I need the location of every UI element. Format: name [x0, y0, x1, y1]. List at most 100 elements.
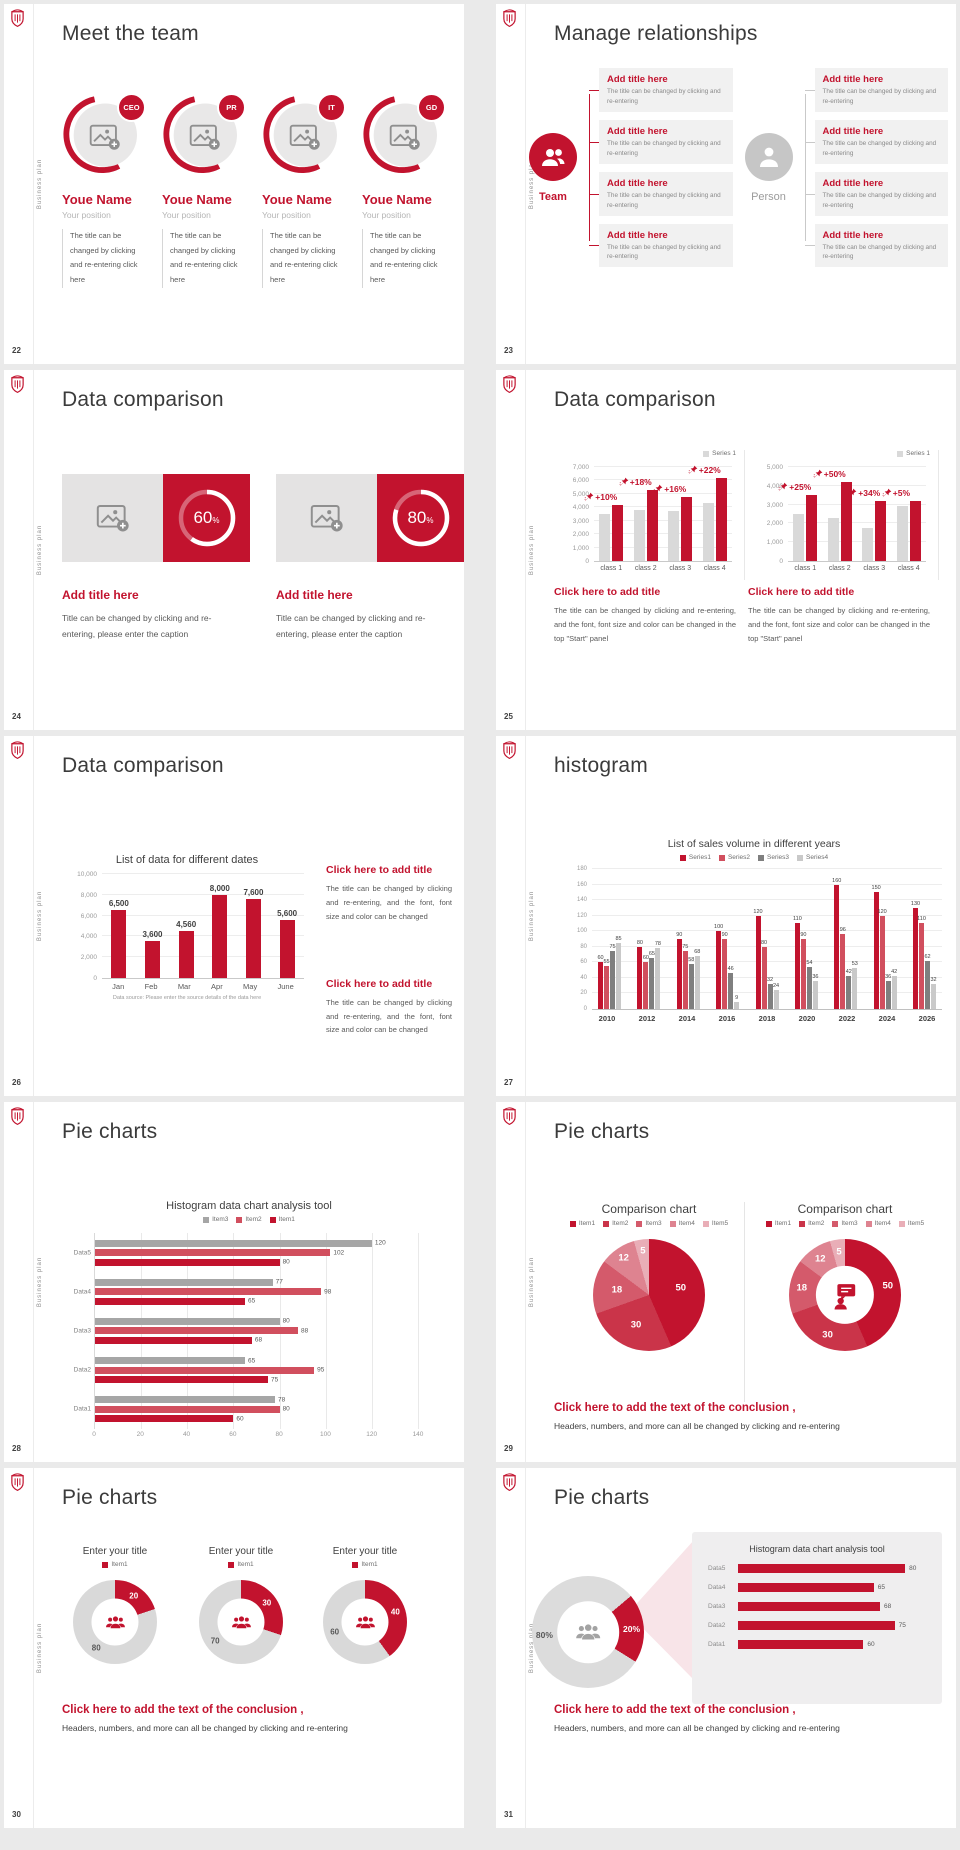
path [503, 741, 516, 745]
x-axis-label: 2018 [758, 1014, 776, 1023]
slide-30-three-donuts[interactable]: Business plan Pie charts Enter your titl… [4, 1468, 464, 1828]
legend-label: Item4 [678, 1220, 695, 1227]
chart-title: Enter your title [208, 1546, 274, 1557]
pushpin-icon [882, 488, 892, 498]
slide-27-histogram[interactable]: Business plan histogram List of sales vo… [496, 736, 956, 1096]
gridline [418, 1233, 419, 1429]
path [110, 1623, 120, 1628]
path [503, 9, 516, 13]
circle [584, 1624, 592, 1631]
shield-glyph [11, 741, 24, 760]
data-label: 5,600 [277, 908, 298, 918]
progress-ring [178, 489, 235, 547]
axis-tick-label: 140 [576, 897, 587, 904]
axis-tick-label: 5,000 [766, 464, 783, 471]
legend-item: Series 1 [897, 450, 930, 457]
data-label: 96 [839, 927, 846, 934]
text-block: Click here to add title The title can be… [748, 586, 930, 646]
data-label: 102 [333, 1249, 345, 1257]
x-axis-label: 2014 [678, 1014, 696, 1023]
bar-group: 80 60 65 78 [637, 869, 661, 1009]
card-title: Add title here [62, 588, 139, 602]
people-group-icon [576, 1624, 600, 1640]
x-axis-labels: class 1 class 2 class 3 class 4 [788, 565, 926, 572]
slide-25-data-comparison-growth-charts[interactable]: Business plan Data comparison Series 1 0 1… [496, 370, 956, 730]
bar [738, 1564, 906, 1573]
text-block: Click here to add title The title can be… [554, 586, 736, 646]
slide-31-donut-with-panel[interactable]: Business plan Pie charts 20% 80% Histogra… [496, 1468, 956, 1828]
circle [173, 103, 237, 167]
path [503, 375, 516, 379]
bar: 42 [891, 969, 897, 1009]
donut-chart-30: Enter your title Item1 30 70 [180, 1546, 302, 1664]
bar-row: Data5 120 102 80 [74, 1239, 418, 1266]
bar: 6,500 [109, 899, 129, 978]
path [11, 1473, 24, 1477]
path [585, 492, 594, 501]
gridline [592, 930, 942, 932]
circle [273, 103, 337, 167]
bar: 60 [597, 955, 604, 1009]
slide-22-meet-the-team[interactable]: Business plan Meet the team CEO Youe Name… [4, 4, 464, 364]
bar: 98 [95, 1288, 331, 1296]
page-number: 30 [12, 1810, 21, 1819]
slide-28-horizontal-bar-chart[interactable]: Business plan Pie charts Histogram data … [4, 1102, 464, 1462]
box-body: The title can be changed by clicking and… [607, 191, 721, 209]
slide-title: Data comparison [62, 754, 224, 777]
slide-24-data-comparison-images[interactable]: Business plan Data comparison 60% Add tit… [4, 370, 464, 730]
slide-29-comparison-pies[interactable]: Business plan Pie charts Comparison char… [496, 1102, 956, 1462]
title-box: Add title here The title can be changed b… [804, 119, 948, 164]
data-label: 80 [909, 1565, 917, 1572]
bars: 6,500 3,600 4,560 8,000 7,600 5,600 [102, 874, 304, 978]
data-label: 6,500 [108, 899, 129, 909]
path [293, 133, 314, 142]
x-axis-label: 2010 [598, 1014, 616, 1023]
bar-series1 [715, 477, 727, 561]
circle [178, 489, 235, 547]
legend-label: Item1 [111, 1561, 128, 1568]
slide-23-manage-relationships[interactable]: Business plan Manage relationships Team … [496, 4, 956, 364]
conclusion-block: Click here to add the text of the conclu… [554, 1704, 926, 1733]
bar: 32 [767, 977, 773, 1009]
data-label: 77 [275, 1278, 283, 1286]
legend-label: Item1 [237, 1561, 254, 1568]
conclusion-block: Click here to add the text of the conclu… [62, 1704, 434, 1733]
bar: 60 [643, 955, 649, 1009]
data-label: 65 [877, 1584, 885, 1591]
image-placeholder [62, 96, 142, 176]
page-number: 25 [504, 712, 513, 721]
circle [244, 1617, 249, 1622]
axis-tick-label: 10,000 [77, 871, 97, 878]
shield-glyph [503, 1473, 516, 1492]
bar-group: 160 96 42 53 [832, 869, 858, 1009]
gridline [594, 492, 732, 494]
legend-item: Item2 [799, 1220, 824, 1227]
axis-tick-label: 0 [585, 558, 589, 565]
data-label: 130 [910, 900, 921, 907]
member-description: The title can be changed by clicking and… [262, 229, 340, 288]
path [503, 377, 516, 394]
member-avatar: IT [262, 93, 346, 176]
slide-divider-line [525, 4, 526, 364]
donut-chart-20: Enter your title Item1 20 80 [54, 1546, 176, 1664]
legend-swatch [832, 1220, 839, 1227]
bar-baseline [862, 528, 874, 561]
team-members-row: CEO Youe Name Your position The title can b… [62, 93, 448, 288]
x-axis-label: 2016 [718, 1014, 736, 1023]
bar-chart-plot: 0 2,000 4,000 6,000 8,000 10,000 6,500 3,600 4,5… [77, 871, 304, 982]
pie-slice-label: 5 [640, 1245, 646, 1257]
growth-value: +18% [629, 476, 652, 487]
axis-tick-label: 40 [580, 974, 587, 981]
shield-glyph [503, 9, 516, 28]
pushpin-icon [688, 465, 698, 474]
legend-swatch [636, 1220, 643, 1227]
slide-26-data-comparison-dates[interactable]: Business plan Data comparison List of da… [4, 736, 464, 1096]
circle [305, 129, 310, 134]
member-description: The title can be changed by clicking and… [62, 229, 140, 288]
box-body: The title can be changed by clicking and… [822, 139, 937, 157]
path [14, 1112, 21, 1121]
card-title: Add title here [276, 588, 353, 602]
image-placeholder-icon [310, 504, 343, 531]
growth-value: +16% [664, 483, 687, 494]
bar: 75 [609, 944, 616, 1009]
